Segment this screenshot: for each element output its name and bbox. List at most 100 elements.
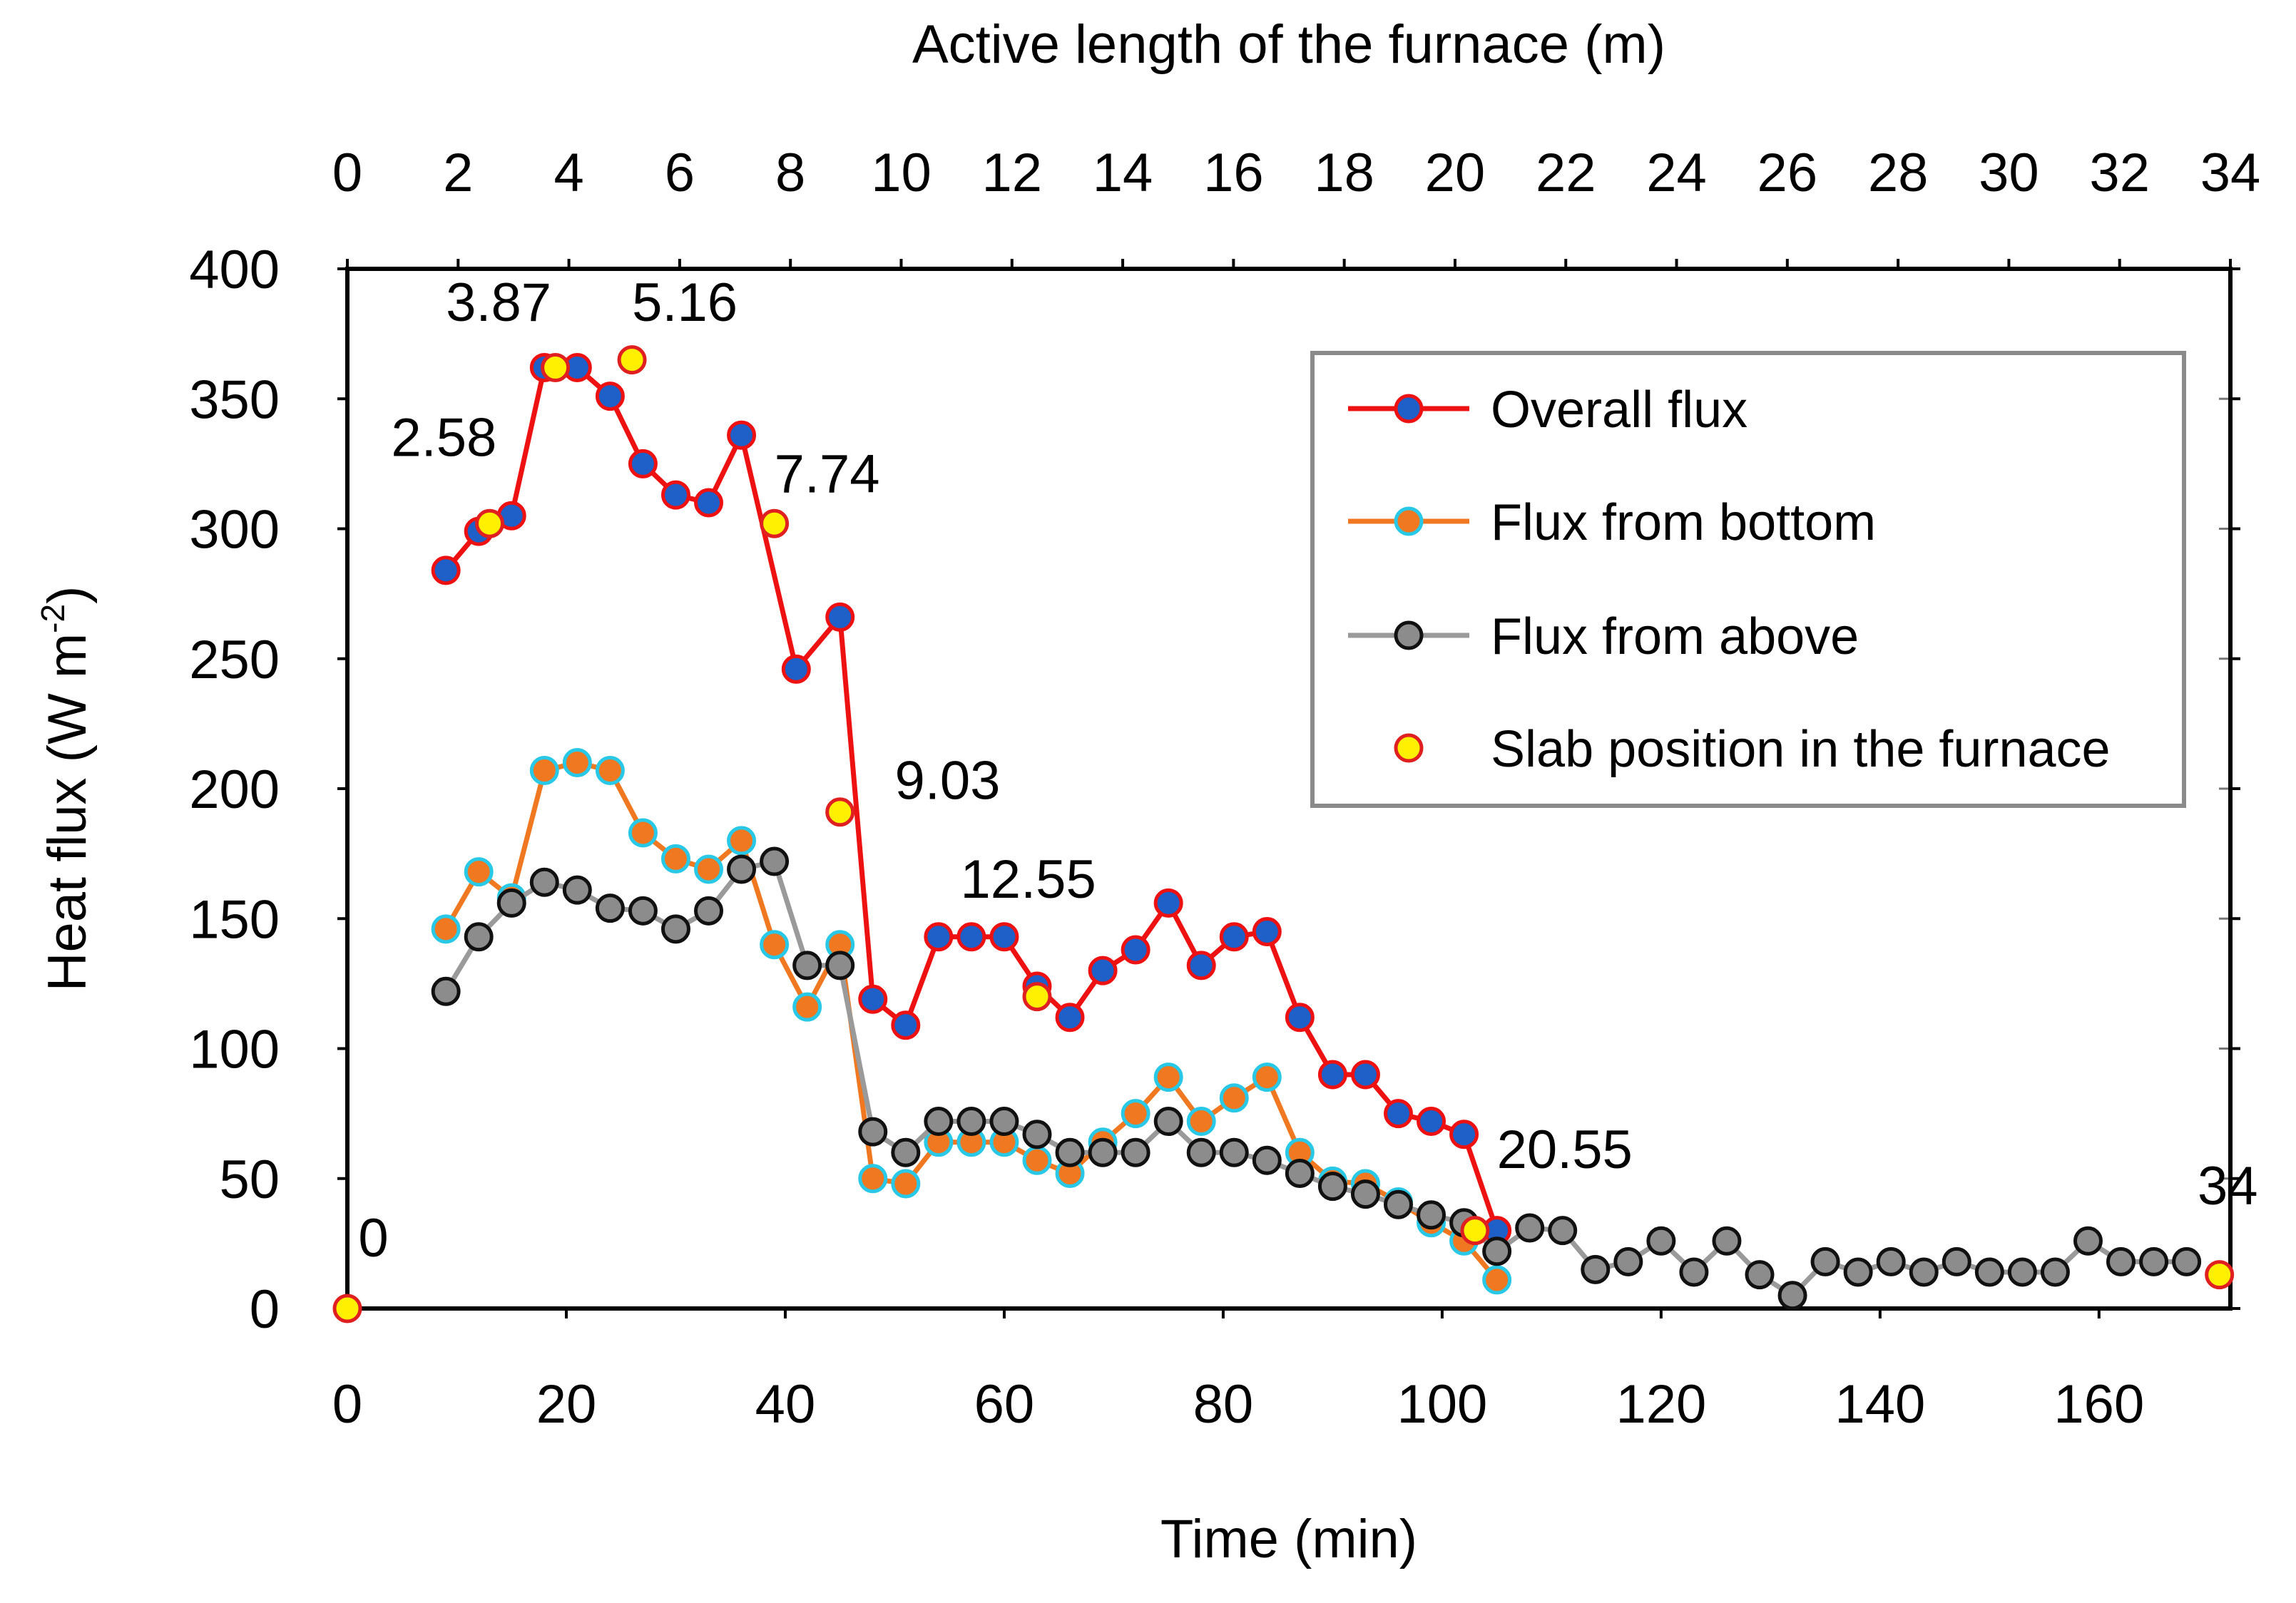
top-tick-label: 16 (1203, 143, 1264, 203)
x-tick-label: 0 (332, 1374, 362, 1435)
data-point (956, 922, 986, 952)
x-tick-label: 160 (2053, 1374, 2144, 1435)
data-point (1548, 1216, 1578, 1246)
legend: Overall flux Flux from bottom Flux from ab… (1310, 351, 2186, 808)
data-point (1515, 1213, 1545, 1243)
top-axis-title: Active length of the furnace (m) (912, 14, 1665, 75)
data-point (1153, 888, 1183, 918)
data-point (475, 508, 505, 538)
top-tick-label: 8 (775, 143, 805, 203)
x-tick-label: 60 (974, 1374, 1035, 1435)
data-point (781, 654, 811, 684)
data-point (956, 1107, 986, 1137)
y-axis-title-main: Heat flux (W m (37, 633, 98, 992)
data-point (660, 914, 690, 944)
legend-marker (1394, 733, 1424, 763)
data-point (617, 345, 647, 375)
data-point (1383, 1189, 1413, 1219)
series-layer (332, 345, 2235, 1323)
data-point (529, 755, 559, 785)
data-point (1153, 1062, 1183, 1092)
annotation-label: 5.16 (632, 272, 738, 333)
data-point (891, 1137, 921, 1167)
data-point (2073, 1226, 2103, 1256)
legend-label: Overall flux (1491, 381, 1747, 439)
data-point (989, 922, 1019, 952)
top-tick-label: 2 (443, 143, 473, 203)
data-point (1219, 1083, 1249, 1113)
data-point (562, 875, 592, 905)
x-tick-label: 120 (1616, 1374, 1706, 1435)
data-point (825, 602, 855, 632)
data-point (924, 1107, 954, 1137)
top-tick-label: 22 (1536, 143, 1596, 203)
data-point (1581, 1254, 1611, 1284)
data-point (431, 555, 461, 585)
data-point (1285, 1158, 1315, 1188)
annotation-label: 0 (358, 1208, 388, 1269)
data-point (431, 914, 461, 944)
data-point (1482, 1265, 1512, 1295)
data-point (2106, 1246, 2136, 1276)
data-point (1482, 1236, 1512, 1266)
data-point (2040, 1257, 2070, 1287)
top-tick-label: 14 (1093, 143, 1153, 203)
y-axis-title-close: ) (37, 586, 98, 604)
y-tick-label: 250 (189, 630, 280, 690)
data-point (792, 951, 822, 980)
data-point (1317, 1060, 1347, 1090)
annotation-label: 34 (2198, 1156, 2258, 1217)
data-point (1055, 1137, 1085, 1167)
data-point (1153, 1107, 1183, 1137)
annotation-label: 2.58 (391, 407, 496, 468)
x-tick-label: 80 (1193, 1374, 1254, 1435)
legend-label: Flux from above (1491, 608, 1859, 665)
top-tick-label: 24 (1646, 143, 1707, 203)
y-tick-label: 400 (189, 240, 280, 300)
data-point (1350, 1060, 1380, 1090)
top-tick-label: 28 (1868, 143, 1929, 203)
x-tick-label: 100 (1397, 1374, 1487, 1435)
data-point (1088, 956, 1118, 985)
data-point (1974, 1257, 2004, 1287)
data-point (1317, 1172, 1347, 1202)
top-tick-label: 4 (553, 143, 583, 203)
y-tick-label: 150 (189, 889, 280, 950)
data-point (595, 381, 625, 411)
data-point (628, 818, 658, 848)
data-point (595, 755, 625, 785)
legend-marker (1394, 620, 1424, 650)
data-point (529, 867, 559, 897)
data-point (1810, 1246, 1840, 1276)
top-tick-label: 18 (1314, 143, 1374, 203)
data-point (924, 922, 954, 952)
annotation-label: 12.55 (961, 849, 1096, 910)
data-point (1646, 1226, 1676, 1256)
y-tick-label: 50 (219, 1149, 280, 1210)
data-point (760, 508, 790, 538)
x-tick-label: 20 (536, 1374, 597, 1435)
data-point (431, 976, 461, 1006)
data-point (694, 896, 724, 926)
data-point (858, 984, 888, 1014)
x-tick-label: 140 (1835, 1374, 1925, 1435)
data-point (332, 1294, 362, 1323)
y-tick-label: 300 (189, 500, 280, 560)
data-point (628, 896, 658, 926)
top-tick-label: 6 (665, 143, 695, 203)
data-point (1909, 1257, 1939, 1287)
data-point (562, 748, 592, 778)
data-point (1186, 951, 1216, 980)
data-point (464, 922, 494, 952)
data-point (1383, 1099, 1413, 1129)
top-tick-label: 34 (2200, 143, 2261, 203)
data-point (727, 420, 757, 450)
data-point (2139, 1246, 2169, 1276)
data-point (1876, 1246, 1906, 1276)
data-point (891, 1010, 921, 1040)
annotation-label: 9.03 (894, 751, 1000, 811)
data-point (858, 1117, 888, 1147)
top-tick-label: 30 (1979, 143, 2039, 203)
